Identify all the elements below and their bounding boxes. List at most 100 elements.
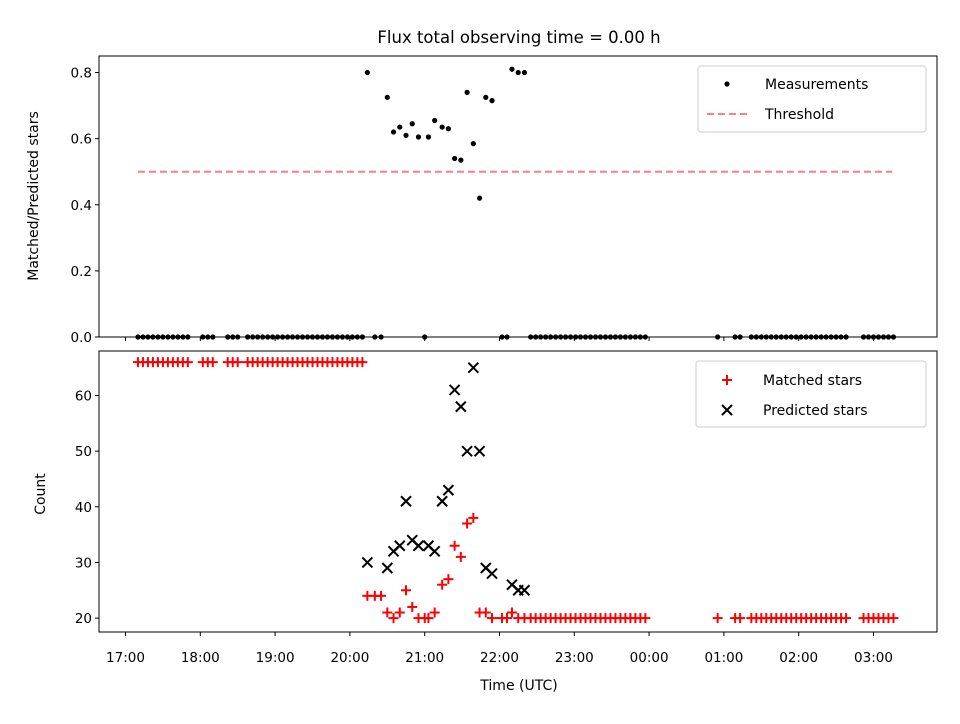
cross-marker-b — [400, 495, 412, 507]
measurement-point — [813, 334, 819, 340]
measurement-point — [783, 334, 789, 340]
measurement-point — [642, 334, 648, 340]
matched-star-point — [407, 601, 418, 612]
measurement-point — [543, 334, 549, 340]
cross-marker-b — [480, 562, 492, 574]
measurement-point — [885, 334, 892, 340]
measurement-point — [329, 334, 336, 340]
matched-star-point — [207, 357, 218, 368]
measurement-point — [265, 334, 271, 340]
measurement-point — [632, 334, 638, 340]
x-tick-label: 19:00 — [256, 650, 295, 666]
measurement-point — [521, 69, 528, 76]
legend-measurements-label: Measurements — [765, 77, 868, 93]
measurement-point — [255, 334, 261, 340]
bottom-y-axis-label: Count — [33, 473, 49, 515]
cross-marker-b — [467, 361, 480, 374]
matched-star-point — [182, 357, 193, 368]
measurement-point — [499, 334, 505, 340]
measurement-point — [758, 334, 764, 340]
measurement-point — [299, 334, 306, 340]
legend-predicted-marker — [721, 404, 733, 416]
matched-star-point — [480, 607, 491, 618]
measurement-point — [562, 334, 569, 340]
measurement-point — [875, 334, 882, 340]
measurement-point — [270, 334, 276, 340]
measurement-point — [390, 129, 397, 135]
matched-star-point — [394, 607, 405, 618]
matched-star-point — [888, 613, 899, 624]
measurement-point — [274, 334, 281, 340]
measurement-point — [309, 334, 316, 340]
measurement-point — [489, 98, 495, 104]
measurement-point — [245, 334, 251, 340]
measurement-point — [732, 334, 738, 340]
measurement-point — [843, 334, 849, 340]
measurement-point — [483, 94, 489, 100]
y-tick-label: 0.4 — [71, 198, 92, 214]
measurement-point — [582, 334, 589, 340]
matched-star-point — [506, 607, 517, 618]
measurement-point — [289, 334, 296, 340]
measurement-point — [344, 334, 351, 340]
x-tick-label: 23:00 — [555, 650, 594, 666]
measurement-point — [145, 334, 151, 340]
cross-marker-b — [518, 584, 531, 596]
measurement-point — [185, 334, 191, 340]
measurement-point — [504, 334, 510, 340]
matched-star-point — [468, 512, 479, 523]
measurement-point — [372, 334, 378, 340]
measurement-point — [538, 334, 544, 340]
measurement-point — [577, 334, 584, 340]
y-tick-label: 30 — [75, 555, 92, 571]
measurement-point — [354, 334, 360, 340]
measurement-point — [378, 334, 384, 340]
predicted-star-point — [473, 445, 486, 457]
measurement-point — [627, 334, 634, 340]
legend-measurement-marker — [724, 81, 730, 87]
matched-star-point — [232, 357, 243, 368]
y-tick-label: 0.0 — [71, 330, 92, 346]
measurement-point — [364, 69, 370, 76]
measurement-point — [150, 334, 156, 340]
measurement-point — [452, 155, 458, 162]
legend-matched-marker — [722, 375, 732, 385]
top-y-axis-label: Matched/Predicted stars — [26, 111, 42, 281]
x-tick-label: 00:00 — [630, 650, 669, 666]
y-tick-label: 40 — [75, 500, 92, 516]
measurement-point — [592, 334, 599, 340]
measurement-point — [319, 334, 326, 340]
matched-star-point — [388, 613, 399, 624]
measurement-point — [880, 334, 887, 340]
x-tick-label: 03:00 — [854, 650, 893, 666]
cross-marker-b — [394, 540, 406, 552]
measurement-point — [860, 334, 867, 340]
cross-marker-b — [448, 384, 461, 396]
cross-marker-b — [442, 484, 455, 496]
x-tick-label: 18:00 — [181, 650, 220, 666]
cross-marker-b — [428, 545, 441, 558]
matched-star-point — [443, 574, 454, 585]
matched-star-point — [376, 590, 387, 601]
measurement-point — [445, 126, 451, 132]
measurement-point — [533, 334, 539, 340]
top-legend: Measurements Threshold — [697, 65, 927, 133]
cross-marker-b — [406, 534, 418, 546]
measurement-point — [165, 334, 171, 340]
measurement-point — [260, 334, 266, 340]
measurement-point — [324, 334, 331, 340]
cross-marker-b — [381, 562, 394, 574]
matched-star-point — [401, 585, 411, 596]
y-tick-label: 20 — [75, 611, 92, 627]
x-tick-label: 01:00 — [704, 650, 743, 666]
measurement-point — [170, 334, 176, 340]
y-tick-label: 0.8 — [71, 66, 92, 82]
predicted-star-point — [442, 484, 455, 496]
measurement-point — [865, 334, 872, 340]
measurement-point — [808, 334, 814, 340]
cross-marker-b — [486, 567, 498, 580]
measurement-point — [528, 334, 534, 340]
cross-marker-b — [721, 404, 733, 416]
measurement-point — [439, 124, 445, 130]
matched-star-point — [735, 613, 746, 624]
